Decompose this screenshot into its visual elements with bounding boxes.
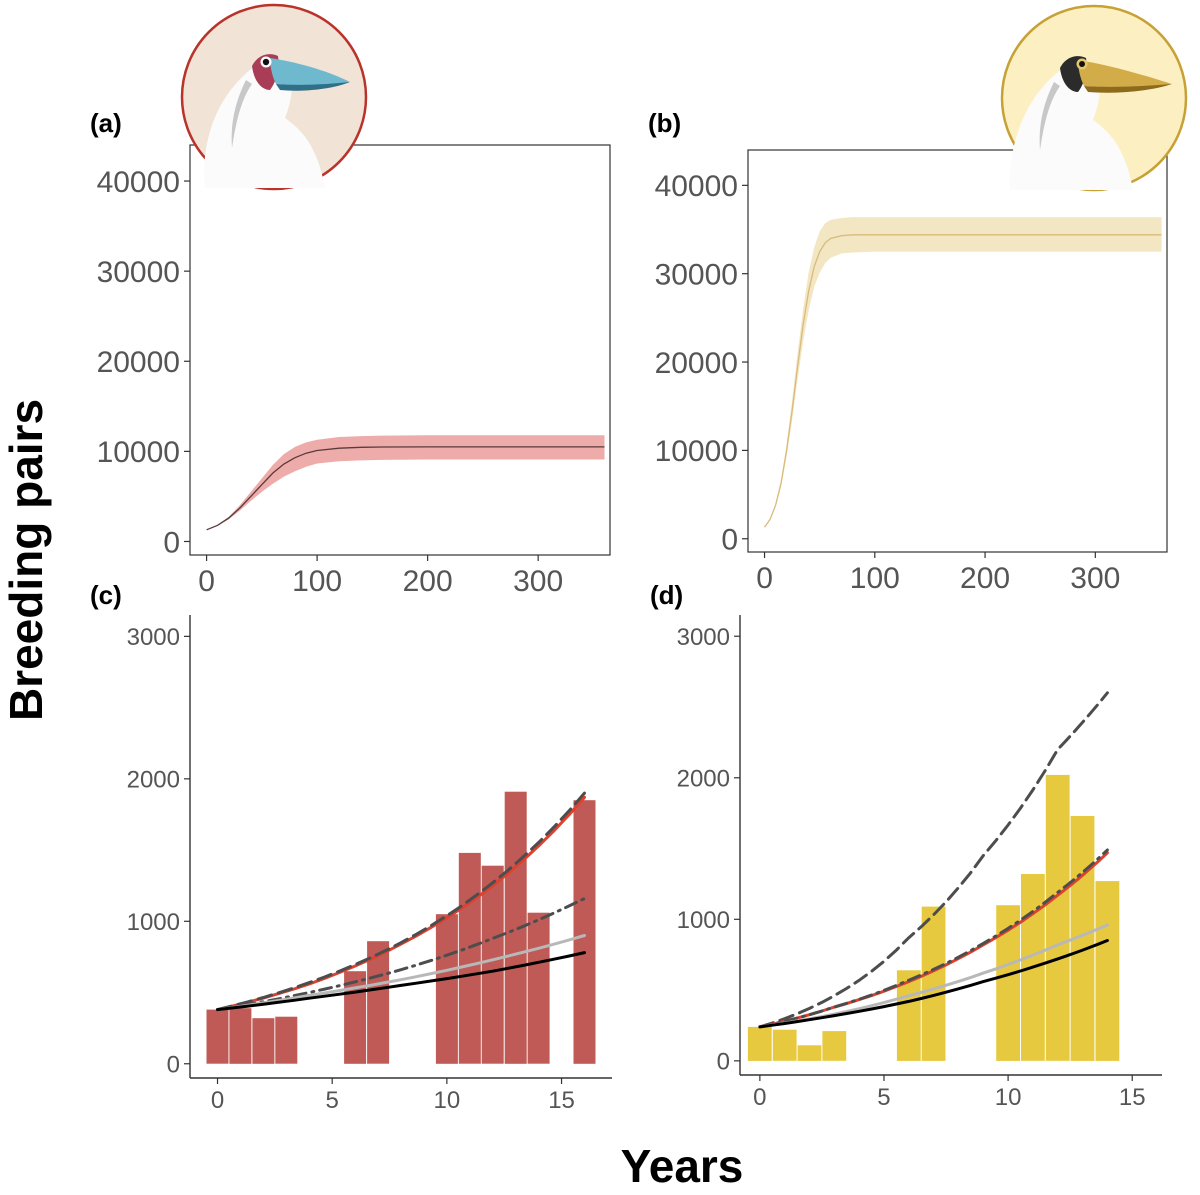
y-tick-label: 3000 xyxy=(127,624,180,651)
panel-label: (a) xyxy=(90,108,122,138)
bar xyxy=(206,1009,229,1064)
bar xyxy=(772,1029,797,1061)
confidence-band xyxy=(764,217,1162,528)
bar xyxy=(367,941,390,1064)
plot-frame xyxy=(189,144,611,556)
y-tick-label: 0 xyxy=(721,524,738,557)
x-tick-label: 100 xyxy=(850,562,900,595)
panel-a: (a) 0 100 200 300 0 10000 20000 30000 40000 xyxy=(90,108,611,598)
bar xyxy=(747,1026,772,1061)
x-tick-label: 0 xyxy=(198,565,215,598)
y-tick-label: 30000 xyxy=(655,258,738,291)
panel-label: (b) xyxy=(648,108,681,138)
x-tick-label: 300 xyxy=(1070,562,1120,595)
y-tick-label: 0 xyxy=(167,1051,180,1078)
confidence-band xyxy=(206,435,605,530)
y-tick-label: 1000 xyxy=(127,909,180,936)
bar xyxy=(1070,816,1095,1061)
x-tick-label: 15 xyxy=(1119,1084,1146,1111)
mean-line xyxy=(206,446,605,531)
x-tick-label: 300 xyxy=(513,565,563,598)
y-tick-label: 1000 xyxy=(677,907,730,934)
x-tick-label: 10 xyxy=(995,1084,1022,1111)
y-axis-title: Breeding pairs xyxy=(0,399,52,721)
y-tick-label: 30000 xyxy=(97,256,180,289)
y-tick-label: 2000 xyxy=(127,766,180,793)
bar xyxy=(1045,774,1070,1061)
y-tick-label: 40000 xyxy=(97,166,180,199)
y-tick-label: 20000 xyxy=(655,347,738,380)
bar xyxy=(1095,881,1120,1061)
panel-b: (b) 0 100 200 300 0 10000 20000 30000 40000 xyxy=(648,108,1168,595)
y-tick-label: 10000 xyxy=(97,436,180,469)
bar xyxy=(275,1016,298,1064)
masked-booby-head-icon xyxy=(1000,4,1188,192)
x-tick-label: 0 xyxy=(211,1087,224,1114)
projection-line-grey xyxy=(216,934,586,1012)
bar xyxy=(822,1031,847,1061)
x-tick-label: 200 xyxy=(403,565,453,598)
bar xyxy=(797,1045,822,1061)
projection-line-dark-dashdot xyxy=(758,848,1109,1029)
x-tick-label: 0 xyxy=(753,1084,766,1111)
y-tick-label: 2000 xyxy=(677,765,730,792)
y-tick-label: 10000 xyxy=(655,435,738,468)
panel-c: (c) 0 5 10 15 0 1000 2000 3000 xyxy=(90,580,612,1114)
projection-line-dark-dashdot xyxy=(216,897,586,1012)
bar xyxy=(252,1018,275,1064)
y-tick-label: 20000 xyxy=(97,346,180,379)
x-tick-label: 0 xyxy=(756,562,773,595)
panel-label: (c) xyxy=(90,580,122,610)
x-tick-label: 10 xyxy=(434,1087,461,1114)
red-footed-booby-head-icon xyxy=(180,3,368,191)
bar xyxy=(996,905,1020,1061)
bar xyxy=(573,800,596,1064)
y-tick-label: 40000 xyxy=(655,170,738,203)
y-tick-label: 0 xyxy=(717,1048,730,1075)
x-tick-label: 5 xyxy=(326,1087,339,1114)
bar xyxy=(458,852,481,1064)
x-tick-label: 5 xyxy=(877,1084,890,1111)
x-tick-label: 100 xyxy=(292,565,342,598)
panel-label: (d) xyxy=(650,580,683,610)
projection-line-dark-dashed xyxy=(758,691,1109,1029)
x-tick-label: 15 xyxy=(548,1087,575,1114)
projection-line-black xyxy=(216,951,586,1012)
bar xyxy=(435,914,458,1064)
y-tick-label: 3000 xyxy=(677,624,730,651)
bar xyxy=(481,865,504,1064)
bar xyxy=(921,906,946,1061)
x-tick-label: 200 xyxy=(960,562,1010,595)
projection-line-black xyxy=(758,939,1109,1029)
x-axis-title: Years xyxy=(621,1140,744,1192)
y-tick-label: 0 xyxy=(163,526,180,559)
panel-d: (d) 0 5 10 15 0 1000 2000 3000 xyxy=(650,580,1162,1111)
projection-line-dark-dashed xyxy=(216,791,586,1012)
mean-line xyxy=(763,234,1162,528)
bar xyxy=(527,912,550,1064)
plot-frame xyxy=(747,149,1168,553)
bar xyxy=(229,1008,252,1064)
